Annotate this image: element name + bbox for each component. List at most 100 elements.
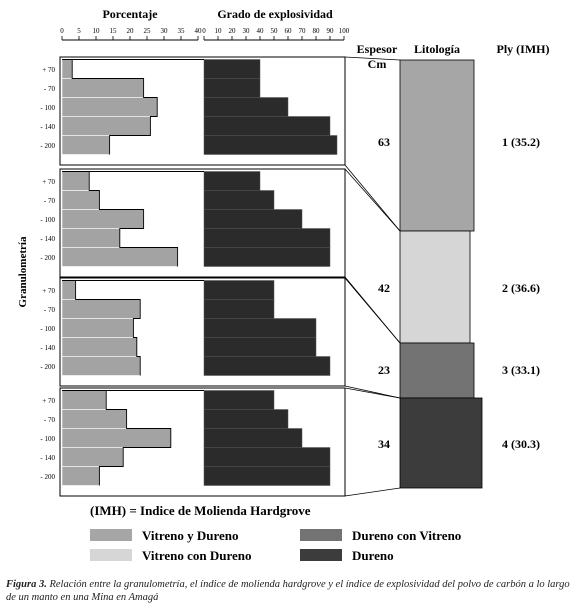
porcentaje-tick-label: 30: [161, 27, 169, 35]
explosividad-tick-label: 40: [257, 27, 265, 35]
category-label: - 100: [40, 216, 55, 224]
porcentaje-bar: [61, 135, 110, 155]
legend-swatch: [90, 529, 132, 541]
explosividad-bar: [203, 318, 317, 338]
porcentaje-tick-label: 35: [178, 27, 186, 35]
category-label: + 70: [42, 287, 55, 295]
explosividad-header: Grado de explosividad: [217, 7, 333, 21]
ply-panel-3: + 70 - 70 - 100 - 140 - 200: [40, 277, 346, 387]
explosividad-bar: [203, 228, 331, 248]
espesor-value: 34: [378, 437, 390, 451]
porcentaje-bar: [61, 337, 138, 357]
porcentaje-bar: [61, 318, 134, 338]
porcentaje-bar: [61, 466, 100, 486]
porcentaje-bar: [61, 299, 141, 319]
connector-top-1: [344, 56, 401, 61]
category-label: - 70: [44, 197, 56, 205]
explosividad-tick-label: 20: [229, 27, 237, 35]
espesor-value: 63: [378, 135, 390, 149]
explosividad-bar: [203, 171, 261, 191]
figure-chart: Porcentaje Grado de explosividad 0 5 10 15 20 2…: [17, 7, 550, 563]
porcentaje-tick-label: 10: [93, 27, 101, 35]
explosividad-bar: [203, 116, 331, 136]
explosividad-bar: [203, 447, 331, 467]
ply-value: 1 (35.2): [502, 135, 540, 149]
porcentaje-header: Porcentaje: [102, 7, 158, 21]
caption-label: Figura 3.: [6, 579, 47, 590]
legend-label: Dureno con Vitreno: [352, 528, 461, 543]
porcentaje-profile: [62, 280, 141, 376]
explosividad-tick-label: 0: [202, 27, 206, 35]
explosividad-tick-label: 70: [299, 27, 307, 35]
ply-value: 2 (36.6): [502, 281, 540, 295]
porcentaje-tick-label: 0: [60, 27, 64, 35]
porcentaje-profile: [62, 171, 179, 267]
porcentaje-tick-label: 40: [195, 27, 203, 35]
explosividad-bar: [203, 135, 338, 155]
porcentaje-bar: [61, 190, 100, 210]
explosividad-bar: [203, 78, 261, 98]
explosividad-tick-label: 30: [243, 27, 251, 35]
explosividad-bar: [203, 247, 331, 267]
porcentaje-profile: [62, 390, 172, 486]
porcentaje-bar: [61, 428, 172, 448]
porcentaje-bar: [61, 209, 144, 229]
explosividad-tick-label: 80: [313, 27, 321, 35]
category-label: - 140: [40, 235, 55, 243]
category-label: - 70: [44, 306, 56, 314]
connector-top-3: [344, 277, 401, 344]
connector-bottom-4: [344, 487, 401, 497]
category-label: - 140: [40, 123, 55, 131]
ply-header: Ply (IMH): [497, 42, 550, 56]
category-label: - 140: [40, 344, 55, 352]
legend-swatch: [300, 529, 342, 541]
category-label: - 200: [40, 363, 55, 371]
explosividad-bar: [203, 190, 275, 210]
lithology-segment-4: [399, 397, 483, 489]
category-label: + 70: [42, 397, 55, 405]
legend-label: Vitreno y Dureno: [142, 528, 239, 543]
porcentaje-bar: [61, 247, 178, 267]
porcentaje-bar: [61, 390, 107, 410]
lithology-segment-3: [399, 342, 475, 399]
connector-top-2: [344, 168, 401, 232]
caption-text: Relación entre la granulometría, el índi…: [6, 579, 570, 603]
explosividad-bar: [203, 59, 261, 79]
porcentaje-bar: [61, 356, 141, 376]
category-label: - 100: [40, 104, 55, 112]
chart-panels: + 70 - 70 - 100 - 140 - 200 + 70 - 70 - 100 - 14…: [40, 56, 346, 497]
ply-value: 4 (30.3): [502, 437, 540, 451]
legend-label: Dureno: [352, 548, 394, 563]
ply-panel-1: + 70 - 70 - 100 - 140 - 200: [40, 56, 346, 166]
explosividad-tick-label: 90: [327, 27, 335, 35]
ply-panel-4: + 70 - 70 - 100 - 140 - 200: [40, 387, 346, 497]
category-label: - 200: [40, 142, 55, 150]
porcentaje-tick-label: 15: [110, 27, 118, 35]
category-label: - 100: [40, 435, 55, 443]
lithology-column: [344, 56, 483, 497]
legend: (IMH) = Indice de Molienda Hardgrove Vitr…: [90, 503, 461, 563]
explosividad-bar: [203, 428, 303, 448]
figure-caption: Figura 3. Relación entre la granulometrí…: [6, 578, 576, 604]
espesor-value: 42: [378, 281, 390, 295]
category-label: - 200: [40, 473, 55, 481]
explosividad-tick-label: 60: [285, 27, 293, 35]
legend-title: (IMH) = Indice de Molienda Hardgrove: [90, 503, 311, 518]
category-label: + 70: [42, 178, 55, 186]
explosividad-bar: [203, 209, 303, 229]
espesor-unit: Cm: [368, 57, 387, 71]
top-axes: Porcentaje Grado de explosividad 0 5 10 15 20 2…: [17, 7, 350, 307]
porcentaje-bar: [61, 116, 151, 136]
porcentaje-bar: [61, 228, 121, 248]
porcentaje-bar: [61, 97, 158, 117]
category-label: - 140: [40, 454, 55, 462]
ply-value: 3 (33.1): [502, 363, 540, 377]
porcentaje-bar: [61, 409, 127, 429]
porcentaje-bar: [61, 447, 124, 467]
porcentaje-bar: [61, 280, 76, 300]
explosividad-tick-label: 10: [215, 27, 223, 35]
category-label: + 70: [42, 66, 55, 74]
explosividad-bar: [203, 409, 289, 429]
porcentaje-tick-label: 20: [127, 27, 135, 35]
